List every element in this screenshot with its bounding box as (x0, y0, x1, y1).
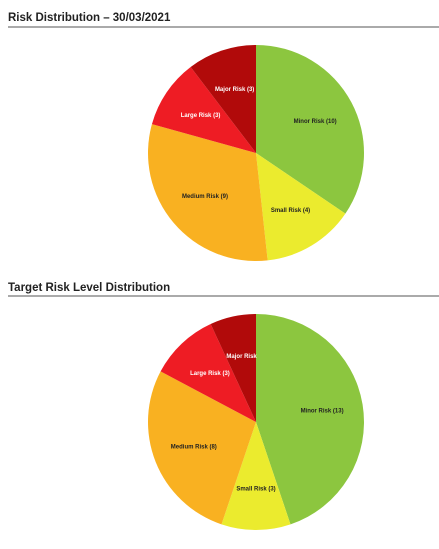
chart-title: Target Risk Level Distribution (8, 282, 170, 294)
pie-slice (147, 124, 268, 262)
pie-slice (147, 371, 256, 525)
slice-label: Minor Risk (13) (301, 409, 344, 415)
slice-label: Small Risk (4) (271, 208, 310, 214)
pie-slice (256, 45, 364, 214)
slice-label: Minor Risk (10) (294, 119, 337, 125)
slice-label: Large Risk (3) (190, 371, 230, 377)
pie-slice (256, 314, 364, 525)
slice-label: Large Risk (3) (181, 113, 221, 119)
slice-label: Major Risk (226, 354, 257, 360)
slice-label: Small Risk (3) (236, 487, 275, 493)
slice-label: Medium Risk (9) (182, 194, 228, 200)
pie-slice (256, 153, 346, 261)
pie-slice (221, 422, 291, 530)
slice-label: Major Risk (3) (215, 87, 254, 93)
pie-slice (210, 314, 256, 422)
slice-label: Medium Risk (8) (171, 444, 217, 450)
pie-slice (160, 323, 256, 422)
chart-title: Risk Distribution – 30/03/2021 (8, 12, 171, 24)
pie-slice (190, 45, 256, 153)
pie-slice (151, 67, 256, 153)
